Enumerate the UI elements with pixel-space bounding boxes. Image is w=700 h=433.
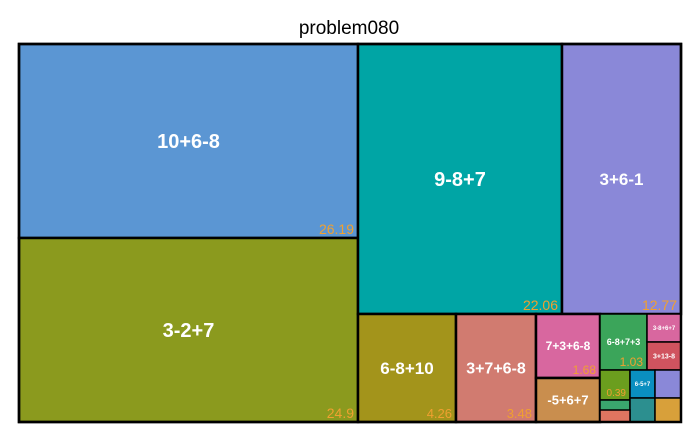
tiles-group: 10+6-8 26.19 3-2+7 24.9 9-8+7 22.06 3+6-1 12.77… [17,42,683,424]
tile-label: 6-8+10 [380,359,433,378]
chart-border [17,42,683,424]
tile-value: 26.19 [319,221,354,237]
tile-value: 24.9 [327,405,354,421]
treemap-tile [534,376,602,424]
tile-label: 9-8+7 [434,169,486,191]
tile-label: -5+6+7 [547,393,588,408]
tile-label: 7+3+6-8 [546,339,591,353]
treemap-tile [17,236,360,424]
tile-label: 3+7+6-8 [466,361,526,378]
chart-title: problem080 [299,18,399,39]
tile-label: 6-5+7 [635,382,651,388]
treemap-tile [629,397,656,423]
tile-value: 12.77 [642,297,677,313]
treemap-tile [654,397,682,423]
tile-value: 1.03 [620,355,644,369]
tile-value: 3.48 [507,406,532,421]
tile-value: 4.26 [427,406,452,421]
tile-label: 3+6-1 [600,170,644,189]
treemap-tile [599,409,631,423]
tile-label: 10+6-8 [157,131,220,153]
treemap-tile [17,42,360,240]
tile-label: 6-8+7+3 [607,337,641,347]
tile-label: 3+13-8 [653,353,675,360]
tile-label: 3-2+7 [163,320,215,342]
tile-value: 0.39 [607,388,627,399]
treemap-tile [560,42,683,316]
treemap-tile [646,313,682,343]
tile-label: 3-8+6+7 [653,326,676,332]
tile-value: 22.06 [523,297,558,313]
treemap-tile [454,312,538,424]
treemap-tile [654,369,682,399]
tile-value: 1.68 [573,363,597,377]
